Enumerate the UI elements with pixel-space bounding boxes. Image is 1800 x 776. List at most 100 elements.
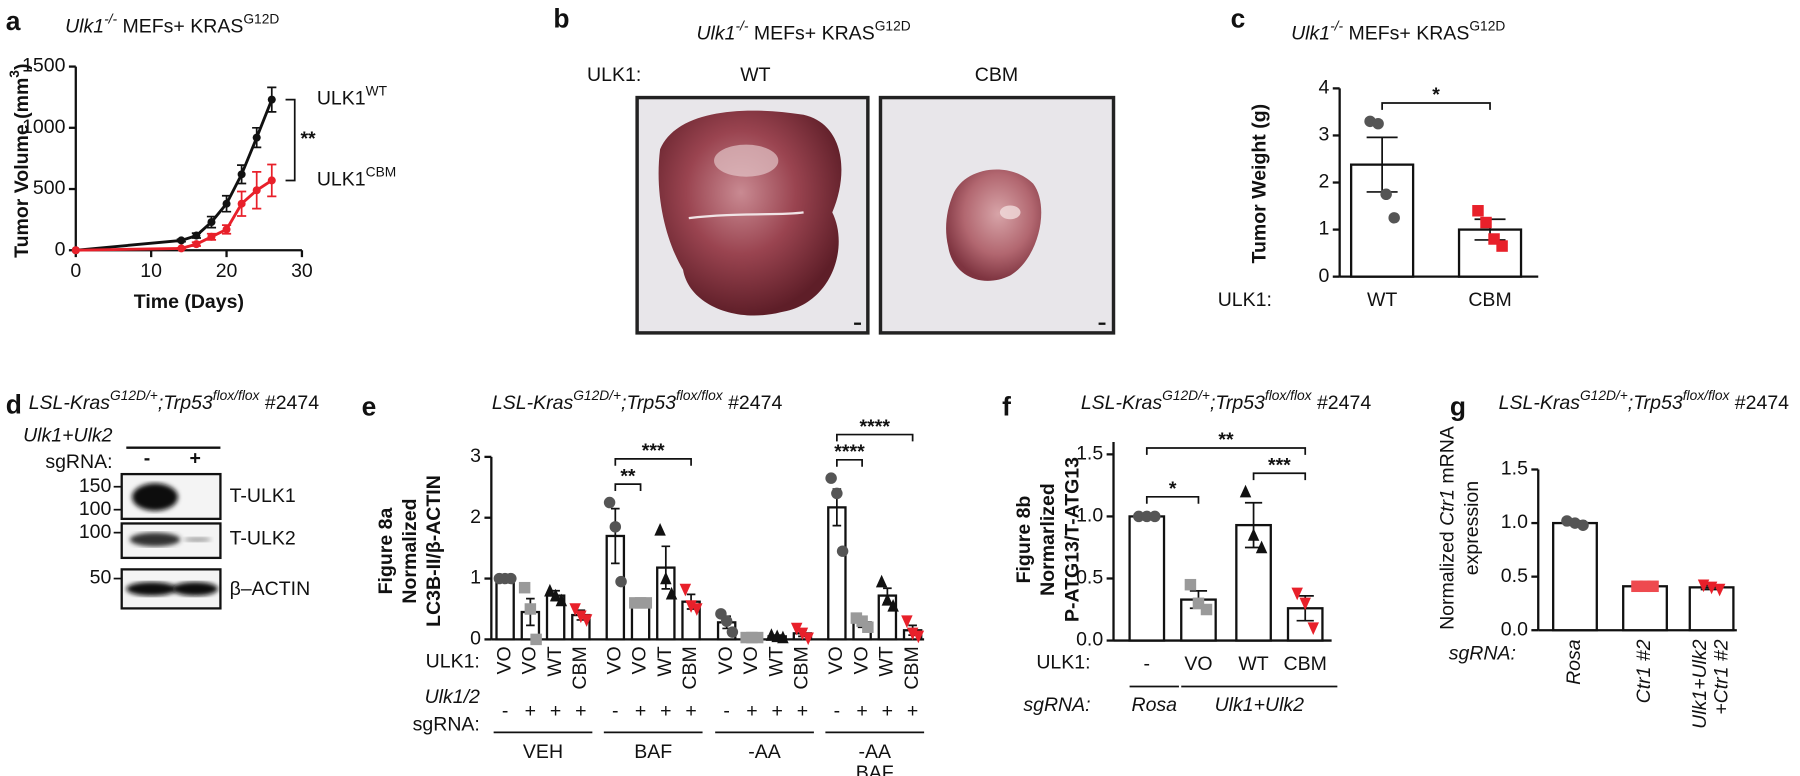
x-tick-label: 30: [291, 260, 313, 282]
point: [836, 545, 849, 557]
row-label: sgRNA:: [45, 451, 112, 473]
bar: [1688, 586, 1735, 632]
point: [237, 199, 246, 208]
sub-label: -: [834, 700, 841, 722]
text-part: sgRNA:: [1023, 694, 1090, 716]
text-part: #2474: [723, 392, 783, 414]
category-label: WT: [654, 646, 676, 676]
blot-panel: [120, 446, 222, 610]
text-part: Normarlized: [1037, 483, 1059, 596]
point: [1647, 580, 1659, 593]
label: Normalized: [399, 498, 421, 603]
point: [192, 231, 201, 240]
y-tick-label: 1.5: [1501, 458, 1528, 480]
category-label: +Ctr1 #2: [1711, 639, 1733, 714]
y-tick-label: 3: [470, 445, 481, 467]
text-part: mRNA: [1437, 426, 1459, 489]
point: [1133, 510, 1145, 523]
y-tick-label: 1.5: [1076, 443, 1103, 465]
significance-bracket: [1381, 102, 1491, 110]
span-label: Ulk1+Ulk2: [1215, 694, 1305, 716]
point: [796, 627, 809, 641]
sub-label: +: [856, 700, 867, 722]
y-tick-label: 0: [470, 628, 481, 650]
panel-letter: e: [362, 392, 377, 422]
protein-label: T-ULK2: [230, 528, 296, 550]
y-tick-label: 2: [470, 506, 481, 528]
point: [1239, 484, 1252, 498]
label: Ulk1-/- MEFs+ KRASG12D: [1291, 18, 1505, 45]
group-label: BAF: [634, 741, 672, 763]
legend-name: ULK1: [317, 169, 366, 191]
bar: [827, 506, 847, 641]
text-part: G12D/+: [110, 388, 158, 403]
sub-label: +: [575, 700, 586, 722]
scale-bar: [854, 322, 861, 325]
scale-bar: [1098, 322, 1106, 325]
point: [1184, 578, 1197, 591]
mw-label: 100: [79, 498, 112, 520]
point: [222, 225, 231, 234]
x-tick-label: 10: [140, 260, 162, 282]
text-part: ;Trp53: [621, 392, 676, 414]
significance-label: ****: [860, 416, 891, 438]
y-tick-label: 1500: [22, 55, 66, 77]
sub-label: +: [635, 700, 646, 722]
text-part: Figure 8b: [1013, 496, 1035, 584]
text-part: flox/flox: [1265, 388, 1313, 403]
mw-label: 150: [79, 475, 112, 497]
row-label: sgRNA:: [1449, 642, 1516, 664]
label: LSL-KrasG12D/+;Trp53flox/flox #2474: [29, 388, 320, 415]
mw-label: 50: [90, 567, 112, 589]
point: [679, 583, 692, 597]
significance-label: ***: [1268, 455, 1291, 477]
significance-bracket: [836, 433, 914, 442]
label: Ulk1-/- MEFs+ KRASG12D: [65, 11, 279, 38]
text-part: LSL-Kras: [492, 392, 574, 414]
point: [790, 622, 803, 636]
x-tick-label: 0: [70, 260, 81, 282]
row-label: ULK1:: [426, 651, 480, 673]
point: [1472, 205, 1484, 217]
legend-name: ULK1: [317, 88, 366, 110]
tumor-photo: [658, 110, 842, 316]
label: Ulk1-/- MEFs+ KRASG12D: [696, 18, 910, 45]
point: [1713, 583, 1726, 597]
label: Ulk1/2: [425, 686, 480, 708]
tumor-photo: [946, 169, 1042, 281]
point: [1631, 580, 1643, 593]
category-label: WT: [1367, 289, 1397, 311]
category-label: CBM: [791, 646, 813, 689]
text-part: G12D: [243, 11, 279, 26]
text-part: Figure 8a: [375, 508, 397, 595]
band: [172, 582, 219, 596]
y-tick-label: 0.0: [1076, 629, 1103, 651]
sub-label: +: [685, 700, 696, 722]
category-label: Ulk1+Ulk2: [1689, 639, 1711, 729]
category-label: -: [1144, 653, 1151, 675]
y-tick-label: 3: [1318, 124, 1329, 146]
photo-panel: [635, 95, 1116, 335]
point: [177, 236, 186, 245]
y-tick-label: 1.0: [1501, 511, 1528, 533]
label: Tumor Weight (g): [1249, 104, 1271, 264]
legend-entry: ULK1WT: [317, 83, 388, 110]
category-label: Ctr1 #2: [1633, 639, 1655, 703]
point: [192, 240, 201, 249]
text-part: G12D: [875, 18, 911, 33]
point: [802, 632, 814, 646]
label: Tumor Volume (mm3): [7, 64, 34, 258]
band: [183, 537, 212, 542]
x-tick-label: 20: [216, 260, 238, 282]
text-part: LSL-Kras: [29, 392, 111, 414]
significance-bracket: [285, 98, 296, 182]
point: [518, 581, 531, 594]
point: [856, 615, 868, 627]
point: [603, 496, 616, 509]
sub-label: +: [550, 700, 561, 722]
point: [1247, 528, 1260, 541]
band: [129, 532, 181, 547]
point: [862, 621, 874, 633]
point: [267, 176, 276, 185]
